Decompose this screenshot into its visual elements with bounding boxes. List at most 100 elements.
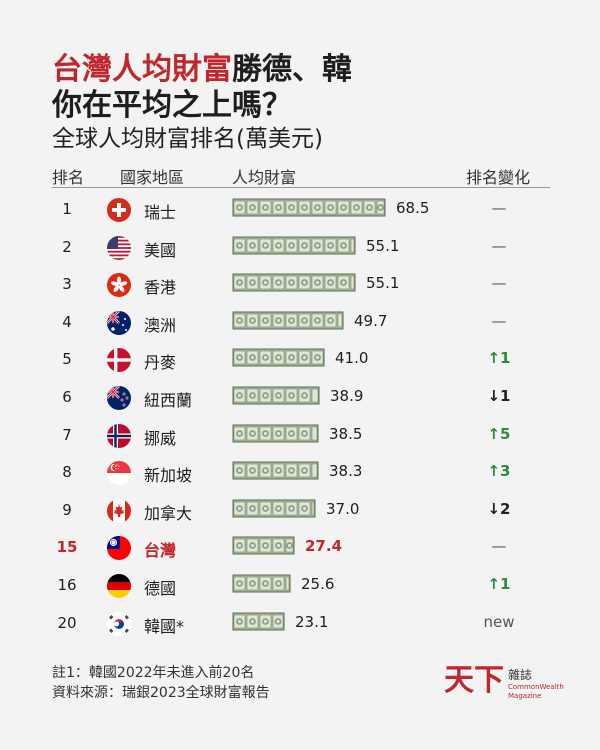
bill-seal-center: [237, 243, 242, 247]
bar-wrapper: [232, 347, 327, 369]
bill-seal-center: [302, 393, 307, 398]
bill-seal-center: [287, 544, 292, 548]
dollar-bill-icon: [311, 463, 318, 478]
bill-seal-center: [237, 431, 242, 435]
wealth-bar: [232, 574, 291, 593]
country-name: 澳洲: [144, 315, 177, 335]
wealth-bar: [232, 461, 319, 480]
bill-seal-center: [250, 544, 255, 548]
wealth-bar: [232, 311, 344, 330]
bar-wrapper: [232, 498, 318, 520]
title-rest: 勝德、韓: [232, 52, 352, 87]
rank-number: 16: [57, 576, 77, 594]
rank-change: ↑3: [487, 462, 511, 481]
bill-seal-center: [263, 205, 268, 210]
bill-seal-center: [237, 506, 242, 510]
bill-seal-center: [263, 619, 268, 623]
bill-seal-center: [237, 581, 242, 586]
header-rank: 排名: [52, 168, 85, 187]
country-name: 挪威: [144, 428, 177, 448]
country-name: 德國: [144, 579, 177, 598]
header-region: 國家地區: [120, 168, 185, 187]
bill-seal-center: [289, 205, 294, 210]
bill-seal-center: [276, 619, 280, 623]
bill-seal-center: [276, 205, 281, 210]
bill-seal-center: [250, 581, 255, 586]
value-label: 27.4: [305, 537, 343, 556]
bill-seal-center: [289, 243, 294, 247]
bill-seal-center: [263, 581, 268, 586]
table-row: 8 新加坡 38.3 ↑3: [0, 454, 600, 492]
bar-wrapper: [232, 573, 293, 595]
bill-seal-center: [237, 281, 242, 285]
bill-seal-center: [302, 469, 307, 473]
rank-number: 4: [62, 312, 72, 331]
country-name: 丹麥: [144, 353, 177, 373]
logo-en-2: Magazine: [508, 692, 542, 700]
bill-seal-center: [263, 243, 268, 247]
bill-seal-center: [341, 205, 346, 210]
header-divider: [52, 187, 550, 188]
rank-number: 15: [56, 538, 78, 557]
table-row: 5 丹麥 41.0 ↑1: [0, 341, 600, 379]
bill-seal-center: [276, 431, 281, 435]
dollar-bill-icon: [350, 238, 355, 252]
bill-seal-center: [276, 544, 281, 548]
table-row: 6 紐西蘭 38.9 ↓1: [0, 379, 600, 417]
bill-seal-center: [328, 281, 333, 285]
korea-flag-icon: [107, 611, 131, 636]
bill-seal-center: [302, 205, 307, 210]
bill-seal-center: [289, 393, 294, 398]
bar-wrapper: [232, 611, 287, 633]
rank-change: —: [491, 199, 507, 217]
rank-change: ↑1: [487, 575, 511, 593]
wealth-bar: [232, 236, 356, 255]
bill-seal-center: [302, 243, 307, 247]
table-row: 16 德國 25.6 ↑1: [0, 567, 600, 605]
australia-flag-icon: [107, 310, 131, 335]
country-name: 瑞士: [144, 203, 177, 222]
bar-wrapper: [232, 197, 388, 219]
rank-change: ↑5: [487, 424, 511, 443]
bill-seal-center: [237, 469, 242, 473]
country-name: 新加坡: [144, 466, 193, 486]
value-label: 23.1: [295, 612, 329, 631]
bill-seal-center: [315, 318, 320, 322]
footnote-1: 註1：韓國2022年未進入前20名: [52, 665, 255, 681]
bill-seal-center: [289, 318, 294, 322]
dollar-bill-icon: [350, 275, 355, 290]
table-row: 7 挪威 38.5 ↑5: [0, 417, 600, 455]
bill-seal-center: [276, 243, 281, 247]
wealth-bar: [232, 386, 320, 405]
bill-seal-center: [276, 356, 281, 360]
title-highlight: 台灣人均財富: [52, 52, 232, 87]
rank-change: —: [491, 311, 507, 330]
bill-seal-center: [315, 356, 320, 360]
country-name: 美國: [144, 240, 177, 260]
bill-seal-center: [263, 318, 268, 322]
value-label: 25.6: [301, 575, 335, 593]
bill-seal-center: [341, 281, 346, 285]
bill-seal-center: [302, 281, 307, 285]
bar-wrapper: [232, 423, 321, 445]
header-change: 排名變化: [466, 168, 531, 187]
bill-seal-center: [302, 318, 307, 322]
rank-number: 7: [62, 425, 72, 444]
bill-seal-center: [250, 619, 255, 623]
logo-main-text: 天下: [444, 663, 504, 698]
value-label: 38.5: [329, 424, 363, 443]
norway-flag-icon: [107, 423, 131, 448]
table-row: 2 美國 55.1 —: [0, 229, 600, 267]
bar-wrapper: [232, 235, 358, 257]
bill-seal-center: [250, 205, 255, 210]
value-label: 49.7: [354, 311, 388, 330]
rank-change: —: [491, 274, 507, 293]
bill-seal-center: [263, 544, 268, 548]
bill-seal-center: [237, 205, 242, 210]
value-label: 38.3: [329, 462, 363, 481]
bill-seal-center: [289, 281, 294, 285]
bar-wrapper: [232, 272, 358, 294]
dollar-bill-icon: [337, 313, 343, 328]
bill-seal-center: [315, 205, 320, 210]
newzealand-flag-icon: [107, 386, 131, 410]
